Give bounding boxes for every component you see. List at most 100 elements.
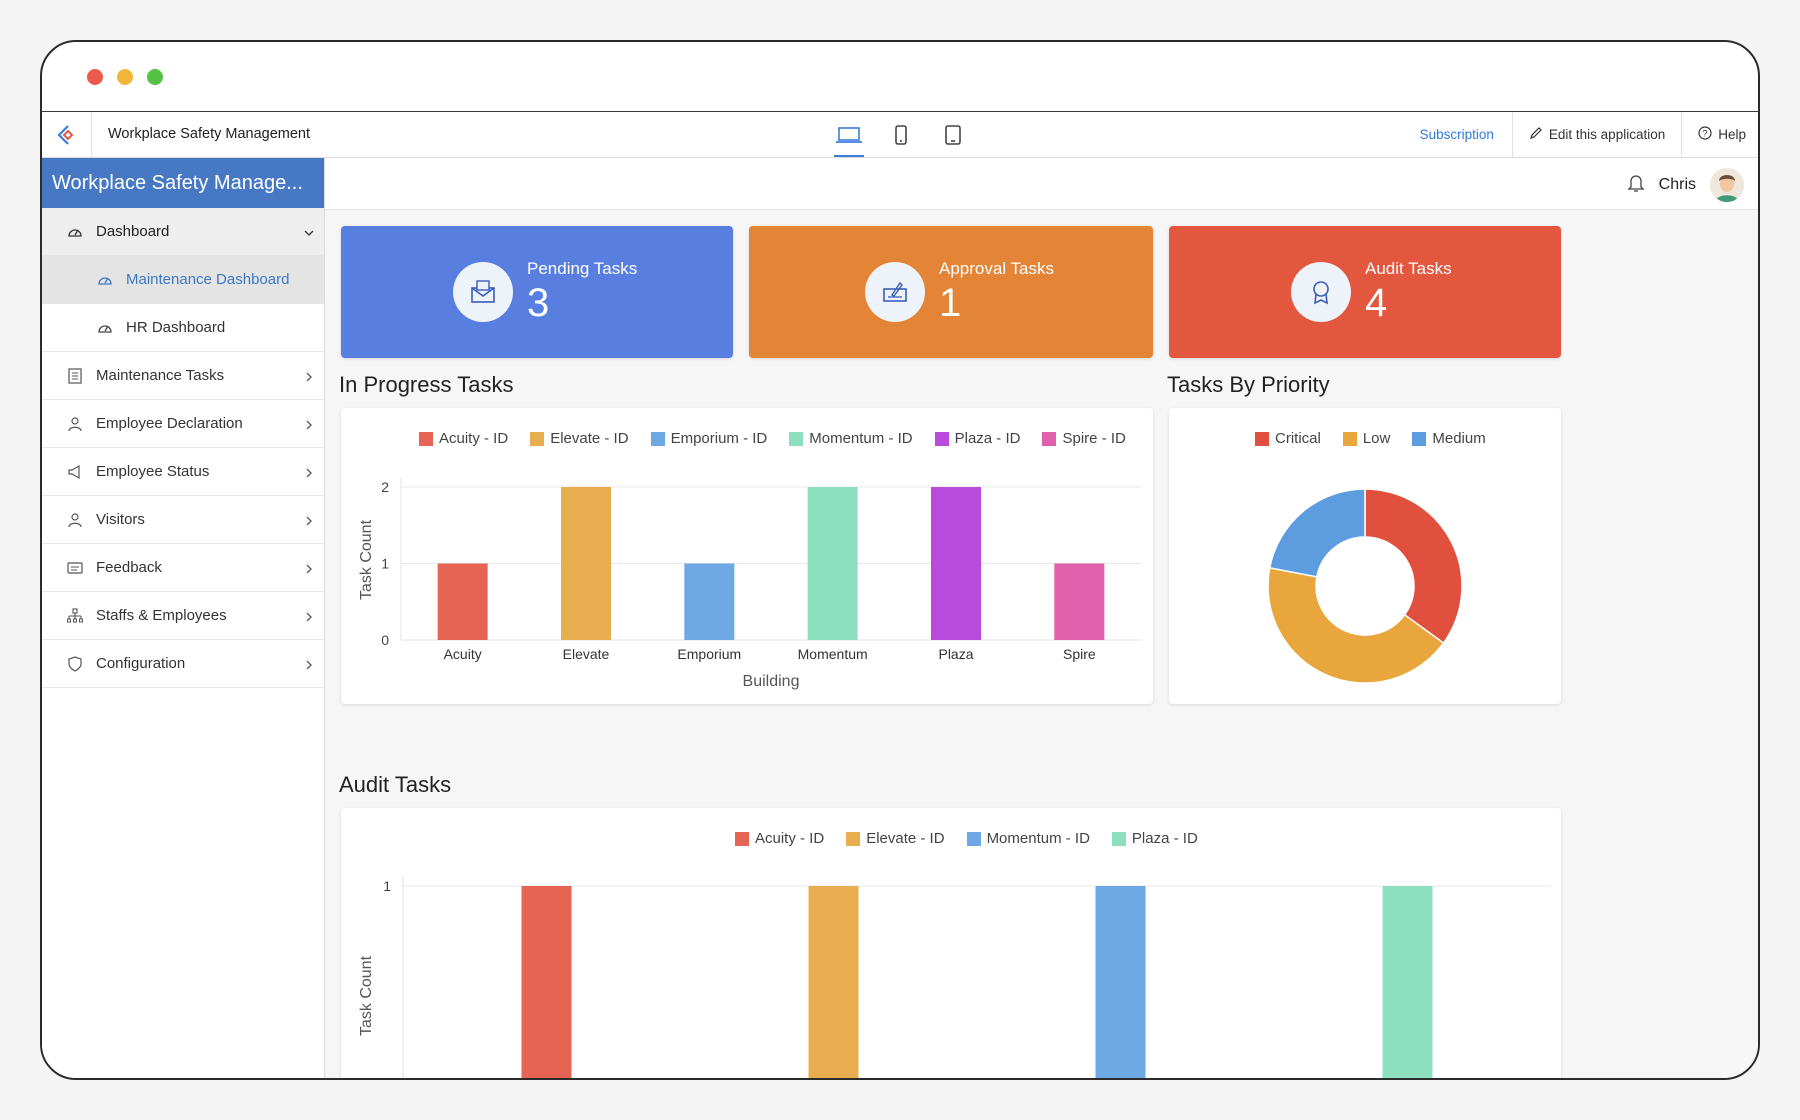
bar[interactable] xyxy=(1054,563,1105,641)
legend-label: Momentum - ID xyxy=(809,430,913,447)
bar[interactable] xyxy=(684,563,735,641)
legend-label: Emporium - ID xyxy=(670,430,768,447)
donut-slice[interactable] xyxy=(1267,566,1445,684)
legend-item[interactable]: Medium xyxy=(1412,430,1486,447)
legend-swatch xyxy=(846,831,861,846)
bar[interactable] xyxy=(808,886,859,1080)
legend-swatch xyxy=(1342,431,1357,446)
sidebar-item-dashboard[interactable]: Dashboard xyxy=(42,208,324,256)
legend-swatch xyxy=(1111,831,1126,846)
sidebar-item-label: Feedback xyxy=(96,559,162,576)
mobile-view-icon[interactable] xyxy=(886,112,916,157)
sidebar-item-maintenance-dashboard[interactable]: Maintenance Dashboard xyxy=(42,256,324,304)
legend-swatch xyxy=(735,831,749,846)
feedback-icon xyxy=(66,559,84,577)
x-tick-label: Emporium xyxy=(677,646,741,662)
sidebar-item-label: Dashboard xyxy=(96,223,170,240)
chevron-right-icon xyxy=(304,657,314,674)
help-icon: ? xyxy=(1698,126,1712,143)
tablet-view-icon[interactable] xyxy=(938,112,968,157)
sidebar-item-feedback[interactable]: Feedback xyxy=(42,544,324,592)
sidebar-item-maintenance-tasks[interactable]: Maintenance Tasks xyxy=(42,352,324,400)
top-bar: Workplace Safety Management Subscription… xyxy=(42,112,1758,158)
maximize-window-button[interactable] xyxy=(147,69,163,85)
audit-chart-card: Acuity - ID Elevate - ID Momentum - ID Plaz… xyxy=(341,808,1561,1080)
chevron-right-icon xyxy=(304,417,314,434)
sidebar-item-employee-status[interactable]: Employee Status xyxy=(42,448,324,496)
bar[interactable] xyxy=(1382,886,1433,1080)
sidebar-item-label: Employee Declaration xyxy=(96,415,243,432)
user-menu[interactable]: Chris xyxy=(1627,168,1744,202)
in-progress-legend: Acuity - ID Elevate - ID Emporium - ID Mome… xyxy=(419,430,1126,447)
x-tick-label: Plaza xyxy=(938,646,973,662)
help-label: Help xyxy=(1718,127,1746,142)
chevron-right-icon xyxy=(304,561,314,578)
approval-tasks-card[interactable]: Approval Tasks 1 xyxy=(749,226,1153,358)
audit-tasks-card[interactable]: Audit Tasks 4 xyxy=(1169,226,1561,358)
top-right-actions: Subscription Edit this application ? Hel… xyxy=(1402,112,1758,157)
sidebar-item-visitors[interactable]: Visitors xyxy=(42,496,324,544)
audit-chart: 1 Task Count xyxy=(358,876,1551,1080)
sidebar-item-hr-dashboard[interactable]: HR Dashboard xyxy=(42,304,324,352)
pending-tasks-card[interactable]: Pending Tasks 3 xyxy=(341,226,733,358)
bar[interactable] xyxy=(561,487,611,640)
x-tick-label: Spire xyxy=(1063,646,1096,662)
legend-item[interactable]: Critical xyxy=(1255,430,1321,447)
legend-label: Elevate - ID xyxy=(550,430,629,447)
sidebar-item-employee-declaration[interactable]: Employee Declaration xyxy=(42,400,324,448)
edit-application-button[interactable]: Edit this application xyxy=(1511,112,1681,157)
megaphone-icon xyxy=(66,463,84,481)
legend-label: Medium xyxy=(1432,430,1486,447)
x-tick-label: Elevate xyxy=(563,646,610,662)
shield-icon xyxy=(66,655,84,673)
priority-legend: Critical Low Medium xyxy=(1255,430,1486,447)
app-name: Workplace Safety Management xyxy=(108,126,311,142)
sidebar-item-staffs-employees[interactable]: Staffs & Employees xyxy=(42,592,324,640)
legend-item[interactable]: Momentum - ID xyxy=(789,430,913,447)
legend-item[interactable]: Plaza - ID xyxy=(934,430,1020,447)
employee-icon xyxy=(66,415,84,433)
bar[interactable] xyxy=(931,487,981,640)
legend-item[interactable]: Acuity - ID xyxy=(419,430,508,447)
chevron-right-icon xyxy=(304,513,314,530)
bar[interactable] xyxy=(807,487,858,640)
org-chart-icon xyxy=(66,607,84,625)
donut-slice[interactable] xyxy=(1364,488,1463,645)
legend-item[interactable]: Emporium - ID xyxy=(650,430,768,447)
bar[interactable] xyxy=(521,886,572,1080)
legend-label: Low xyxy=(1362,430,1391,447)
audit-title: Audit Tasks xyxy=(339,772,452,797)
legend-label: Plaza - ID xyxy=(1131,830,1198,847)
legend-item[interactable]: Acuity - ID xyxy=(735,830,824,847)
bar[interactable] xyxy=(437,563,488,641)
legend-item[interactable]: Elevate - ID xyxy=(530,430,629,447)
legend-item[interactable]: Plaza - ID xyxy=(1111,830,1198,847)
user-icon xyxy=(66,511,84,529)
sidebar: Workplace Safety Manage... Dashboard Mai… xyxy=(42,158,325,1078)
help-button[interactable]: ? Help xyxy=(1681,112,1758,157)
in-progress-chart-card: Acuity - ID Elevate - ID Emporium - ID Mome… xyxy=(341,408,1153,704)
legend-item[interactable]: Spire - ID xyxy=(1042,430,1126,447)
minimize-window-button[interactable] xyxy=(117,69,133,85)
laptop-view-icon[interactable] xyxy=(834,112,864,157)
envelope-icon xyxy=(453,262,513,322)
y-axis-label: Task Count xyxy=(358,955,375,1036)
subscription-link[interactable]: Subscription xyxy=(1419,127,1494,142)
sidebar-item-configuration[interactable]: Configuration xyxy=(42,640,324,688)
sidebar-item-label: Maintenance Tasks xyxy=(96,367,225,384)
kpi-value: 3 xyxy=(527,281,550,325)
sidebar-item-label: Staffs & Employees xyxy=(96,607,227,624)
donut-slice[interactable] xyxy=(1268,488,1366,578)
kpi-label: Audit Tasks xyxy=(1365,259,1452,278)
window-titlebar xyxy=(42,42,1758,112)
close-window-button[interactable] xyxy=(87,69,103,85)
legend-item[interactable]: Low xyxy=(1342,430,1391,447)
legend-item[interactable]: Elevate - ID xyxy=(846,830,945,847)
app-logo-icon[interactable] xyxy=(42,112,92,157)
legend-swatch xyxy=(650,431,665,446)
y-tick-label: 1 xyxy=(381,556,389,572)
bar[interactable] xyxy=(1095,886,1146,1080)
legend-item[interactable]: Momentum - ID xyxy=(966,830,1090,847)
avatar[interactable] xyxy=(1710,168,1744,202)
bell-icon[interactable] xyxy=(1627,173,1645,198)
